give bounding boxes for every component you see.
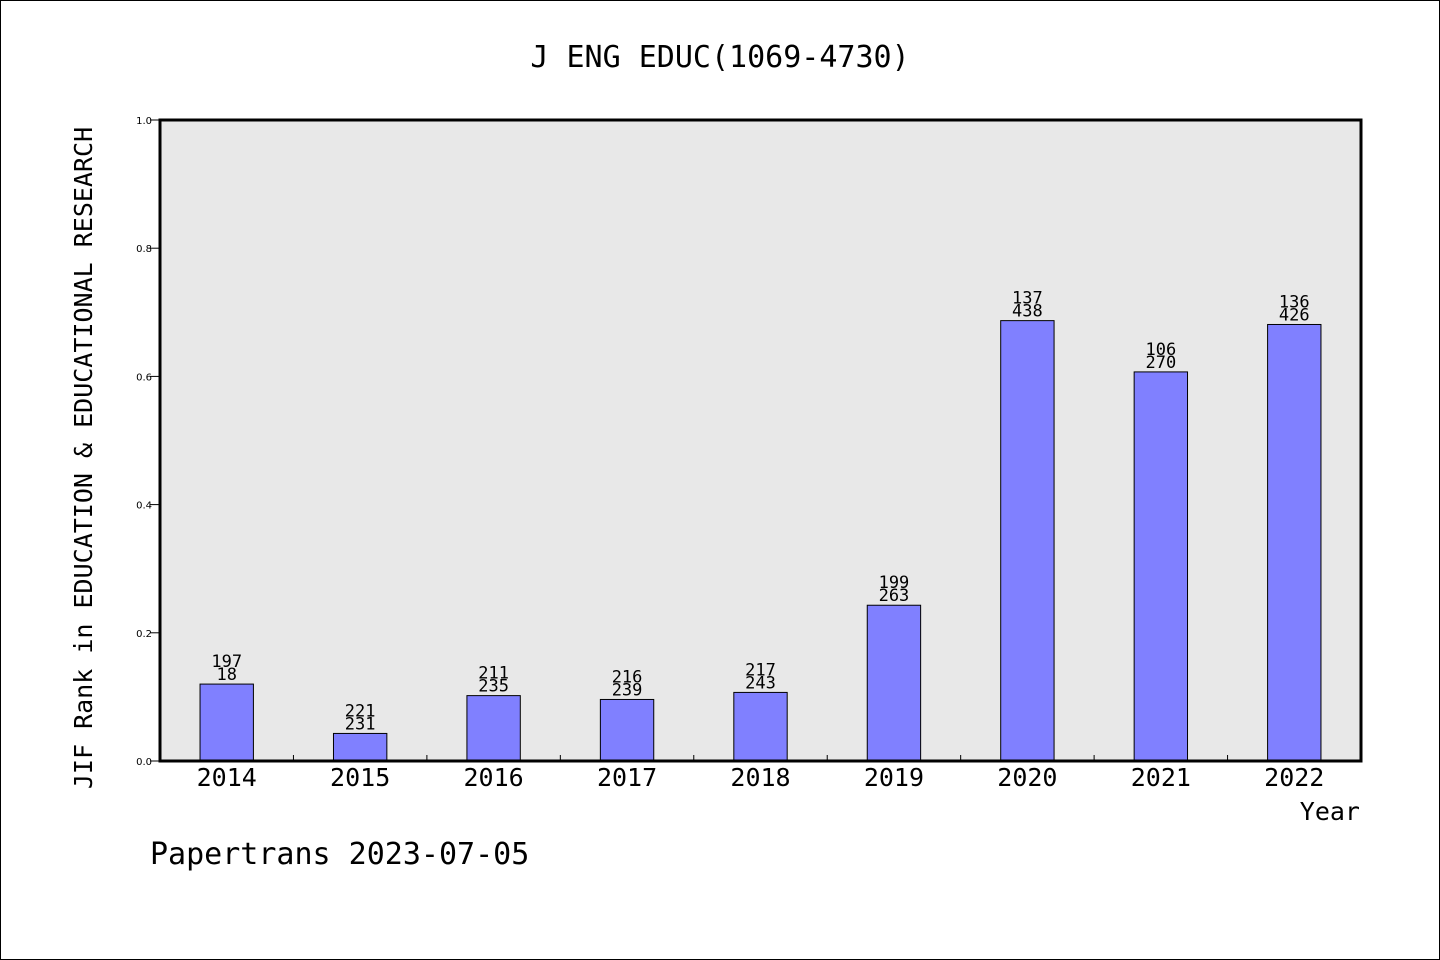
bar	[332, 732, 388, 762]
x-tick-label: 2014	[197, 763, 257, 792]
bar-label-total: 438	[1012, 302, 1043, 322]
x-tick-label: 2015	[330, 763, 390, 792]
y-axis-label: JIF Rank in EDUCATION & EDUCATIONAL RESE…	[69, 127, 98, 789]
bar-label-rank: 136	[1279, 292, 1310, 312]
bar	[1000, 320, 1055, 762]
bar-label-rank: 221	[345, 701, 376, 721]
y-tick-label: 1.0	[136, 116, 152, 127]
x-tick-label: 2016	[464, 763, 524, 792]
bar	[1267, 323, 1322, 762]
y-tick-label: 0.8	[136, 244, 152, 255]
bar-label-total: 263	[879, 586, 910, 606]
bar	[1133, 371, 1189, 762]
bar-label-total: 231	[345, 714, 376, 734]
bar-label-rank: 199	[879, 573, 910, 593]
bar-label-total: 239	[612, 680, 643, 700]
x-axis-label: Year	[1300, 797, 1360, 826]
bar-label-rank: 217	[745, 660, 776, 680]
bar-label-rank: 106	[1145, 340, 1176, 360]
bar-label-rank: 211	[478, 664, 509, 684]
bar-label-total: 18	[216, 665, 236, 685]
y-axis: 0.0 0.2 0.4 0.6 0.8 1.0	[136, 116, 160, 768]
x-axis: 2014 2015 2016 2017 2018 2019 2020 2021 2022	[197, 755, 1324, 792]
bar-label-rank: 137	[1012, 289, 1043, 309]
x-tick-label: 2018	[730, 763, 790, 792]
x-tick-label: 2022	[1264, 763, 1324, 792]
footer-text: Papertrans 2023-07-05	[150, 837, 529, 872]
bar-label-total: 426	[1279, 305, 1310, 325]
y-tick-label: 0.6	[136, 372, 152, 383]
x-tick-label: 2020	[997, 763, 1057, 792]
y-tick-label: 0.2	[136, 629, 152, 640]
bar-label-rank: 197	[211, 652, 242, 672]
x-tick-label: 2019	[864, 763, 924, 792]
bar-label-total: 235	[478, 677, 509, 697]
y-tick-label: 0.0	[136, 757, 152, 768]
x-tick-label: 2021	[1131, 763, 1191, 792]
y-tick-label: 0.4	[136, 501, 152, 512]
bars	[199, 320, 1322, 762]
bar-label-total: 270	[1145, 353, 1176, 373]
bar	[466, 695, 521, 762]
bar	[199, 683, 254, 762]
x-tick-label: 2017	[597, 763, 657, 792]
plot-border	[158, 118, 1363, 763]
chart-title: J ENG EDUC(1069-4730)	[530, 40, 909, 75]
bar-label-total: 243	[745, 673, 776, 693]
bar	[866, 604, 922, 762]
bar	[733, 691, 788, 762]
bar	[599, 698, 655, 762]
bar-label-rank: 216	[612, 667, 643, 687]
